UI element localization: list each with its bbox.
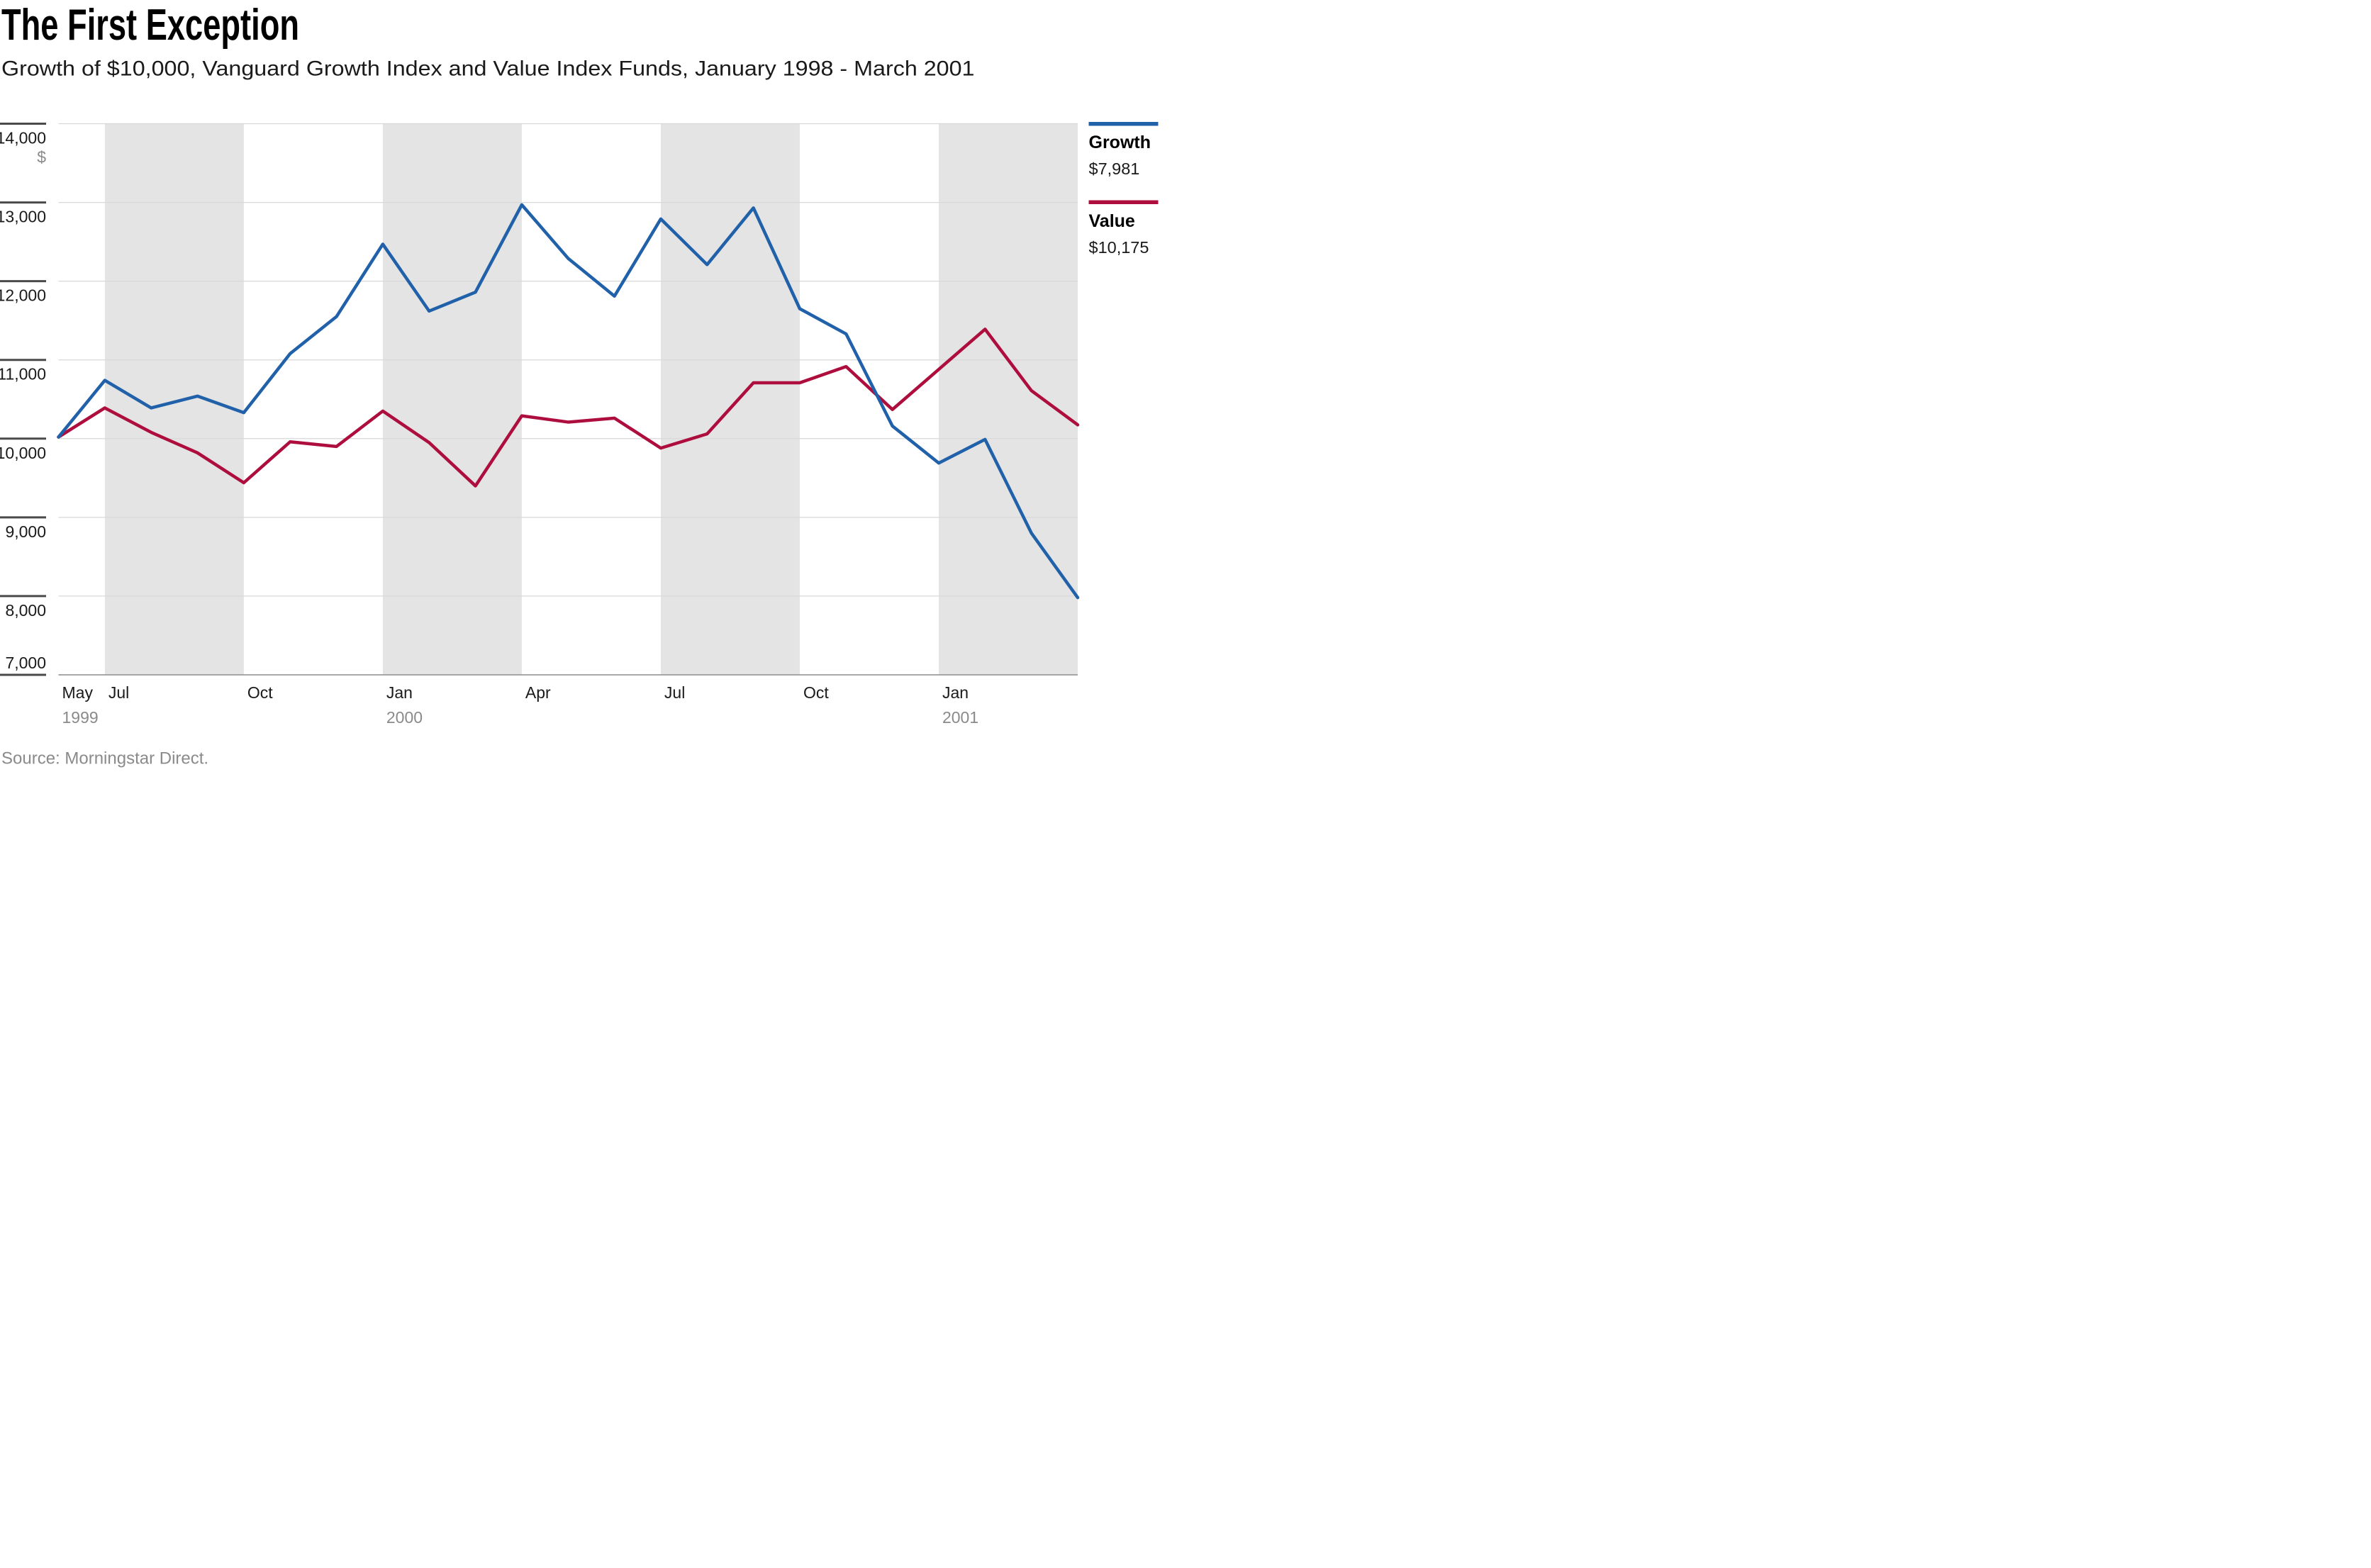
- x-axis-year-label: 1999: [62, 708, 99, 727]
- legend-value-growth: $7,981: [1089, 159, 1140, 178]
- page-subtitle: Growth of $10,000, Vanguard Growth Index…: [1, 57, 975, 81]
- y-axis-tick-label: 11,000: [0, 365, 46, 383]
- x-axis-year-label: 2000: [386, 708, 423, 727]
- shaded-quarter-band: [382, 123, 522, 676]
- y-axis-unit-label: $: [37, 148, 46, 167]
- legend: Growth $7,981 Value $10,175: [1088, 122, 1159, 257]
- legend-label-growth: Growth: [1089, 133, 1151, 152]
- y-axis-tick-label: 10,000: [0, 444, 46, 462]
- y-axis-tick-label: 12,000: [0, 286, 46, 305]
- x-axis-tick-label: Oct: [247, 683, 273, 702]
- y-axis-tick-label: 7,000: [5, 654, 46, 672]
- legend-value-value: $10,175: [1089, 238, 1149, 257]
- y-axis-tick-label: 14,000: [0, 129, 46, 147]
- growth-vs-value-line-chart: The First Exception Growth of $10,000, V…: [0, 0, 1159, 768]
- x-axis-tick-label: Jan: [386, 683, 413, 702]
- x-axis-tick-label: Jan: [942, 683, 969, 702]
- plot-area: 14,000 13,000 12,000 11,000 10,000 9,000 8,000…: [0, 123, 1080, 727]
- x-axis-tick-label: Oct: [803, 683, 829, 702]
- shaded-quarter-band: [938, 123, 1078, 676]
- x-axis-tick-label: Jul: [108, 683, 129, 702]
- legend-label-value: Value: [1089, 211, 1135, 231]
- legend-swatch-value: [1088, 200, 1159, 204]
- shaded-quarter-band: [660, 123, 800, 676]
- x-axis-tick-label: May: [62, 683, 94, 702]
- x-axis-tick-label: Jul: [664, 683, 685, 702]
- shaded-quarter-band: [104, 123, 244, 676]
- series-line-value: [57, 327, 1080, 488]
- source-note: Source: Morningstar Direct.: [1, 749, 208, 768]
- y-axis-tick-label: 13,000: [0, 208, 46, 226]
- x-axis-year-label: 2001: [942, 708, 978, 727]
- y-axis-tick-label: 8,000: [5, 601, 46, 620]
- legend-swatch-growth: [1088, 122, 1159, 126]
- page-title: The First Exception: [1, 0, 299, 50]
- x-axis-tick-label: Apr: [525, 683, 551, 702]
- chart-page: The First Exception Growth of $10,000, V…: [0, 0, 1186, 784]
- series-line-growth: [57, 203, 1080, 600]
- y-axis-tick-label: 9,000: [5, 522, 46, 541]
